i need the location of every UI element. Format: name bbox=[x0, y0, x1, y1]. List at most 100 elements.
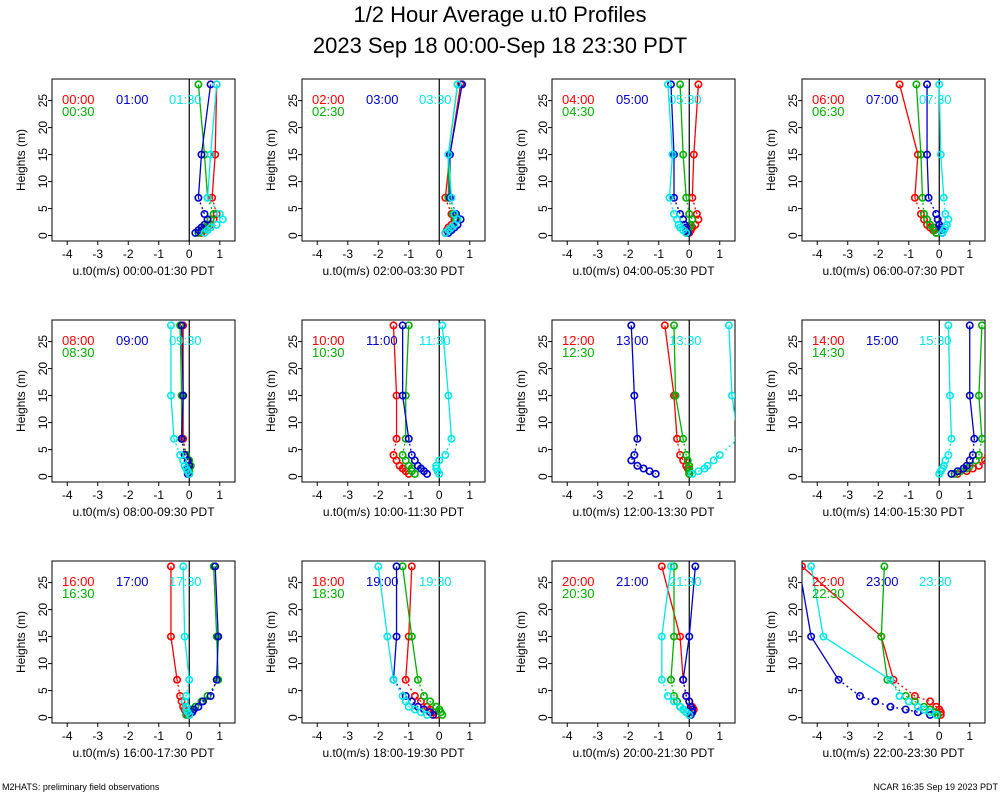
data-point bbox=[871, 697, 880, 706]
data-point bbox=[410, 469, 419, 478]
series-dots-08:30 bbox=[180, 438, 192, 474]
data-point bbox=[453, 80, 462, 89]
legend-12:30: 12:30 bbox=[562, 345, 595, 360]
data-point bbox=[206, 691, 215, 700]
y-tick-label: 5 bbox=[36, 687, 50, 694]
x-tick-label: 0 bbox=[186, 247, 193, 261]
y-tick-label: 0 bbox=[536, 232, 550, 239]
data-point bbox=[166, 632, 175, 641]
y-tick-label: 20 bbox=[36, 603, 50, 617]
y-tick-label: 15 bbox=[36, 148, 50, 162]
data-point bbox=[627, 321, 636, 330]
y-tick-label: 10 bbox=[286, 416, 300, 430]
data-point bbox=[180, 632, 189, 641]
y-tick-label: 25 bbox=[286, 576, 300, 590]
legend-06:30: 06:30 bbox=[812, 104, 845, 119]
data-point bbox=[166, 321, 175, 330]
legend-23:00: 23:00 bbox=[866, 574, 899, 589]
legend-02:00: 02:00 bbox=[312, 92, 345, 107]
axes-frame bbox=[301, 560, 486, 724]
series-group bbox=[374, 562, 447, 719]
y-tick-label: 5 bbox=[536, 446, 550, 453]
legend-15:00: 15:00 bbox=[866, 333, 899, 348]
x-tick-label: -3 bbox=[842, 488, 853, 502]
data-point bbox=[947, 434, 956, 443]
series-dots-22:00 bbox=[893, 679, 942, 715]
y-tick-label: 0 bbox=[36, 473, 50, 480]
y-tick-label: 10 bbox=[36, 175, 50, 189]
series-line-13:00 bbox=[630, 325, 639, 439]
data-point bbox=[938, 228, 947, 237]
data-point bbox=[208, 193, 217, 202]
series-line-10:00 bbox=[392, 325, 398, 439]
series-dots-03:30 bbox=[444, 197, 459, 234]
series-line-16:00 bbox=[170, 566, 178, 680]
x-tick-label: -4 bbox=[312, 729, 323, 743]
legend-10:30: 10:30 bbox=[312, 345, 345, 360]
x-axis-label: u.t0(m/s) 16:00-17:30 PDT bbox=[72, 746, 215, 760]
legend-20:30: 20:30 bbox=[562, 586, 595, 601]
y-tick-label: 5 bbox=[286, 687, 300, 694]
y-tick-label: 20 bbox=[36, 362, 50, 376]
series-dots-01:30 bbox=[204, 197, 224, 234]
series-dots-19:30 bbox=[392, 679, 428, 716]
series-line-15:00 bbox=[969, 325, 975, 439]
data-point bbox=[944, 321, 953, 330]
data-point bbox=[194, 193, 203, 202]
data-point bbox=[404, 434, 413, 443]
y-axis-label: Heights (m) bbox=[264, 129, 278, 191]
axes-frame bbox=[301, 78, 486, 242]
x-axis-label: u.t0(m/s) 18:00-19:30 PDT bbox=[322, 746, 465, 760]
data-point bbox=[660, 321, 669, 330]
data-point bbox=[665, 193, 674, 202]
y-tick-label: 5 bbox=[786, 446, 800, 453]
data-point bbox=[401, 675, 410, 684]
legend-13:30: 13:30 bbox=[669, 333, 702, 348]
series-group bbox=[389, 321, 456, 478]
series-line-13:30 bbox=[728, 325, 735, 422]
y-tick-label: 20 bbox=[536, 362, 550, 376]
series-dots-17:30 bbox=[183, 679, 190, 716]
data-point bbox=[206, 150, 215, 159]
series-line-15:30 bbox=[947, 325, 953, 439]
data-point bbox=[651, 469, 660, 478]
legend-17:00: 17:00 bbox=[116, 574, 149, 589]
y-axis-label: Heights (m) bbox=[264, 611, 278, 673]
series-line-14:00 bbox=[991, 325, 997, 438]
legend-22:00: 22:00 bbox=[812, 574, 845, 589]
legend-03:30: 03:30 bbox=[419, 92, 452, 107]
y-tick-label: 15 bbox=[36, 389, 50, 403]
x-tick-label: 0 bbox=[686, 247, 693, 261]
x-tick-label: -2 bbox=[623, 488, 634, 502]
data-point bbox=[218, 215, 227, 224]
data-point bbox=[438, 321, 447, 330]
series-dots-13:30 bbox=[692, 440, 735, 475]
series-dots-15:00 bbox=[951, 438, 975, 475]
y-axis-label: Heights (m) bbox=[14, 129, 28, 191]
data-point bbox=[668, 150, 677, 159]
axes-frame bbox=[551, 319, 736, 483]
x-tick-label: -4 bbox=[62, 247, 73, 261]
series-line-12:30 bbox=[673, 325, 684, 439]
x-tick-label: -4 bbox=[562, 729, 573, 743]
series-line-06:00 bbox=[898, 84, 919, 198]
data-point bbox=[947, 469, 956, 478]
data-point bbox=[177, 321, 186, 330]
data-point bbox=[685, 710, 694, 719]
data-point bbox=[880, 562, 889, 571]
y-tick-label: 10 bbox=[786, 416, 800, 430]
data-point bbox=[965, 321, 974, 330]
y-tick-label: 10 bbox=[536, 175, 550, 189]
series-line-05:30 bbox=[667, 84, 674, 198]
legend-18:00: 18:00 bbox=[312, 574, 345, 589]
data-point bbox=[901, 705, 910, 714]
data-point bbox=[877, 632, 886, 641]
data-point bbox=[197, 150, 206, 159]
data-point bbox=[426, 697, 435, 706]
x-tick-label: 0 bbox=[936, 247, 943, 261]
data-point bbox=[200, 228, 209, 237]
x-tick-label: -2 bbox=[873, 488, 884, 502]
x-axis-label: u.t0(m/s) 00:00-01:30 PDT bbox=[72, 264, 215, 278]
